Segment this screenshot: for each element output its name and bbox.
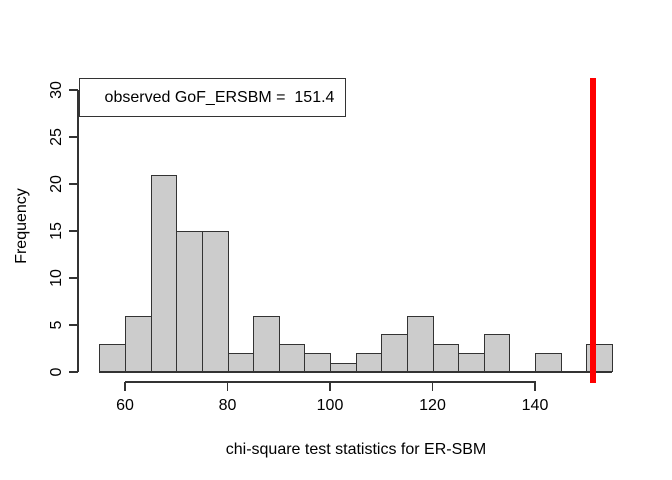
histogram-bar xyxy=(484,334,510,372)
histogram-bar xyxy=(99,344,126,372)
y-tick-label: 0 xyxy=(48,367,65,377)
x-tick-label: 120 xyxy=(419,397,446,414)
y-axis-title: Frequency xyxy=(13,188,30,264)
histogram-bar xyxy=(356,353,382,372)
y-axis-tick xyxy=(69,371,78,373)
histogram-bar xyxy=(304,353,331,372)
histogram-bar xyxy=(433,344,459,372)
y-tick-label: 5 xyxy=(48,320,65,330)
y-axis-tick xyxy=(69,277,78,279)
legend-label: observed GoF_ERSBM = 151.4 xyxy=(104,88,335,106)
x-axis-title: chi-square test statistics for ER-SBM xyxy=(225,441,487,458)
histogram-bar xyxy=(381,334,408,372)
histogram-bar xyxy=(253,316,280,372)
y-axis-tick xyxy=(69,136,78,138)
histogram-bar xyxy=(176,231,203,372)
x-tick-label: 140 xyxy=(521,397,549,414)
legend-box: observed GoF_ERSBM = 151.4 xyxy=(79,78,346,117)
histogram-bar xyxy=(151,175,177,372)
x-axis-tick xyxy=(329,382,331,391)
y-tick-label: 15 xyxy=(48,222,65,240)
y-axis-tick xyxy=(69,89,78,91)
histogram-bar xyxy=(228,353,254,372)
histogram-bar xyxy=(125,316,152,372)
histogram-bar xyxy=(279,344,305,372)
histogram-bar xyxy=(535,353,562,372)
histogram-bar xyxy=(458,353,485,372)
histogram-bar xyxy=(330,363,357,372)
y-tick-label: 25 xyxy=(48,128,65,146)
x-axis-tick xyxy=(431,382,434,391)
x-axis-tick xyxy=(226,382,229,391)
x-tick-label: 80 xyxy=(218,397,237,414)
histogram-bar xyxy=(407,316,434,372)
x-tick-label: 60 xyxy=(116,397,134,414)
y-axis-tick xyxy=(69,230,78,232)
x-axis-line xyxy=(125,381,536,383)
y-tick-label: 20 xyxy=(48,175,65,193)
histogram-bar xyxy=(202,231,229,372)
y-axis-tick xyxy=(69,324,78,326)
observed-value-line xyxy=(590,78,597,383)
y-tick-label: 30 xyxy=(48,81,65,99)
x-axis-tick xyxy=(124,382,126,391)
y-axis-tick xyxy=(69,183,78,185)
y-tick-label: 10 xyxy=(48,269,65,287)
x-axis-tick xyxy=(534,382,536,391)
x-tick-label: 100 xyxy=(316,397,344,414)
